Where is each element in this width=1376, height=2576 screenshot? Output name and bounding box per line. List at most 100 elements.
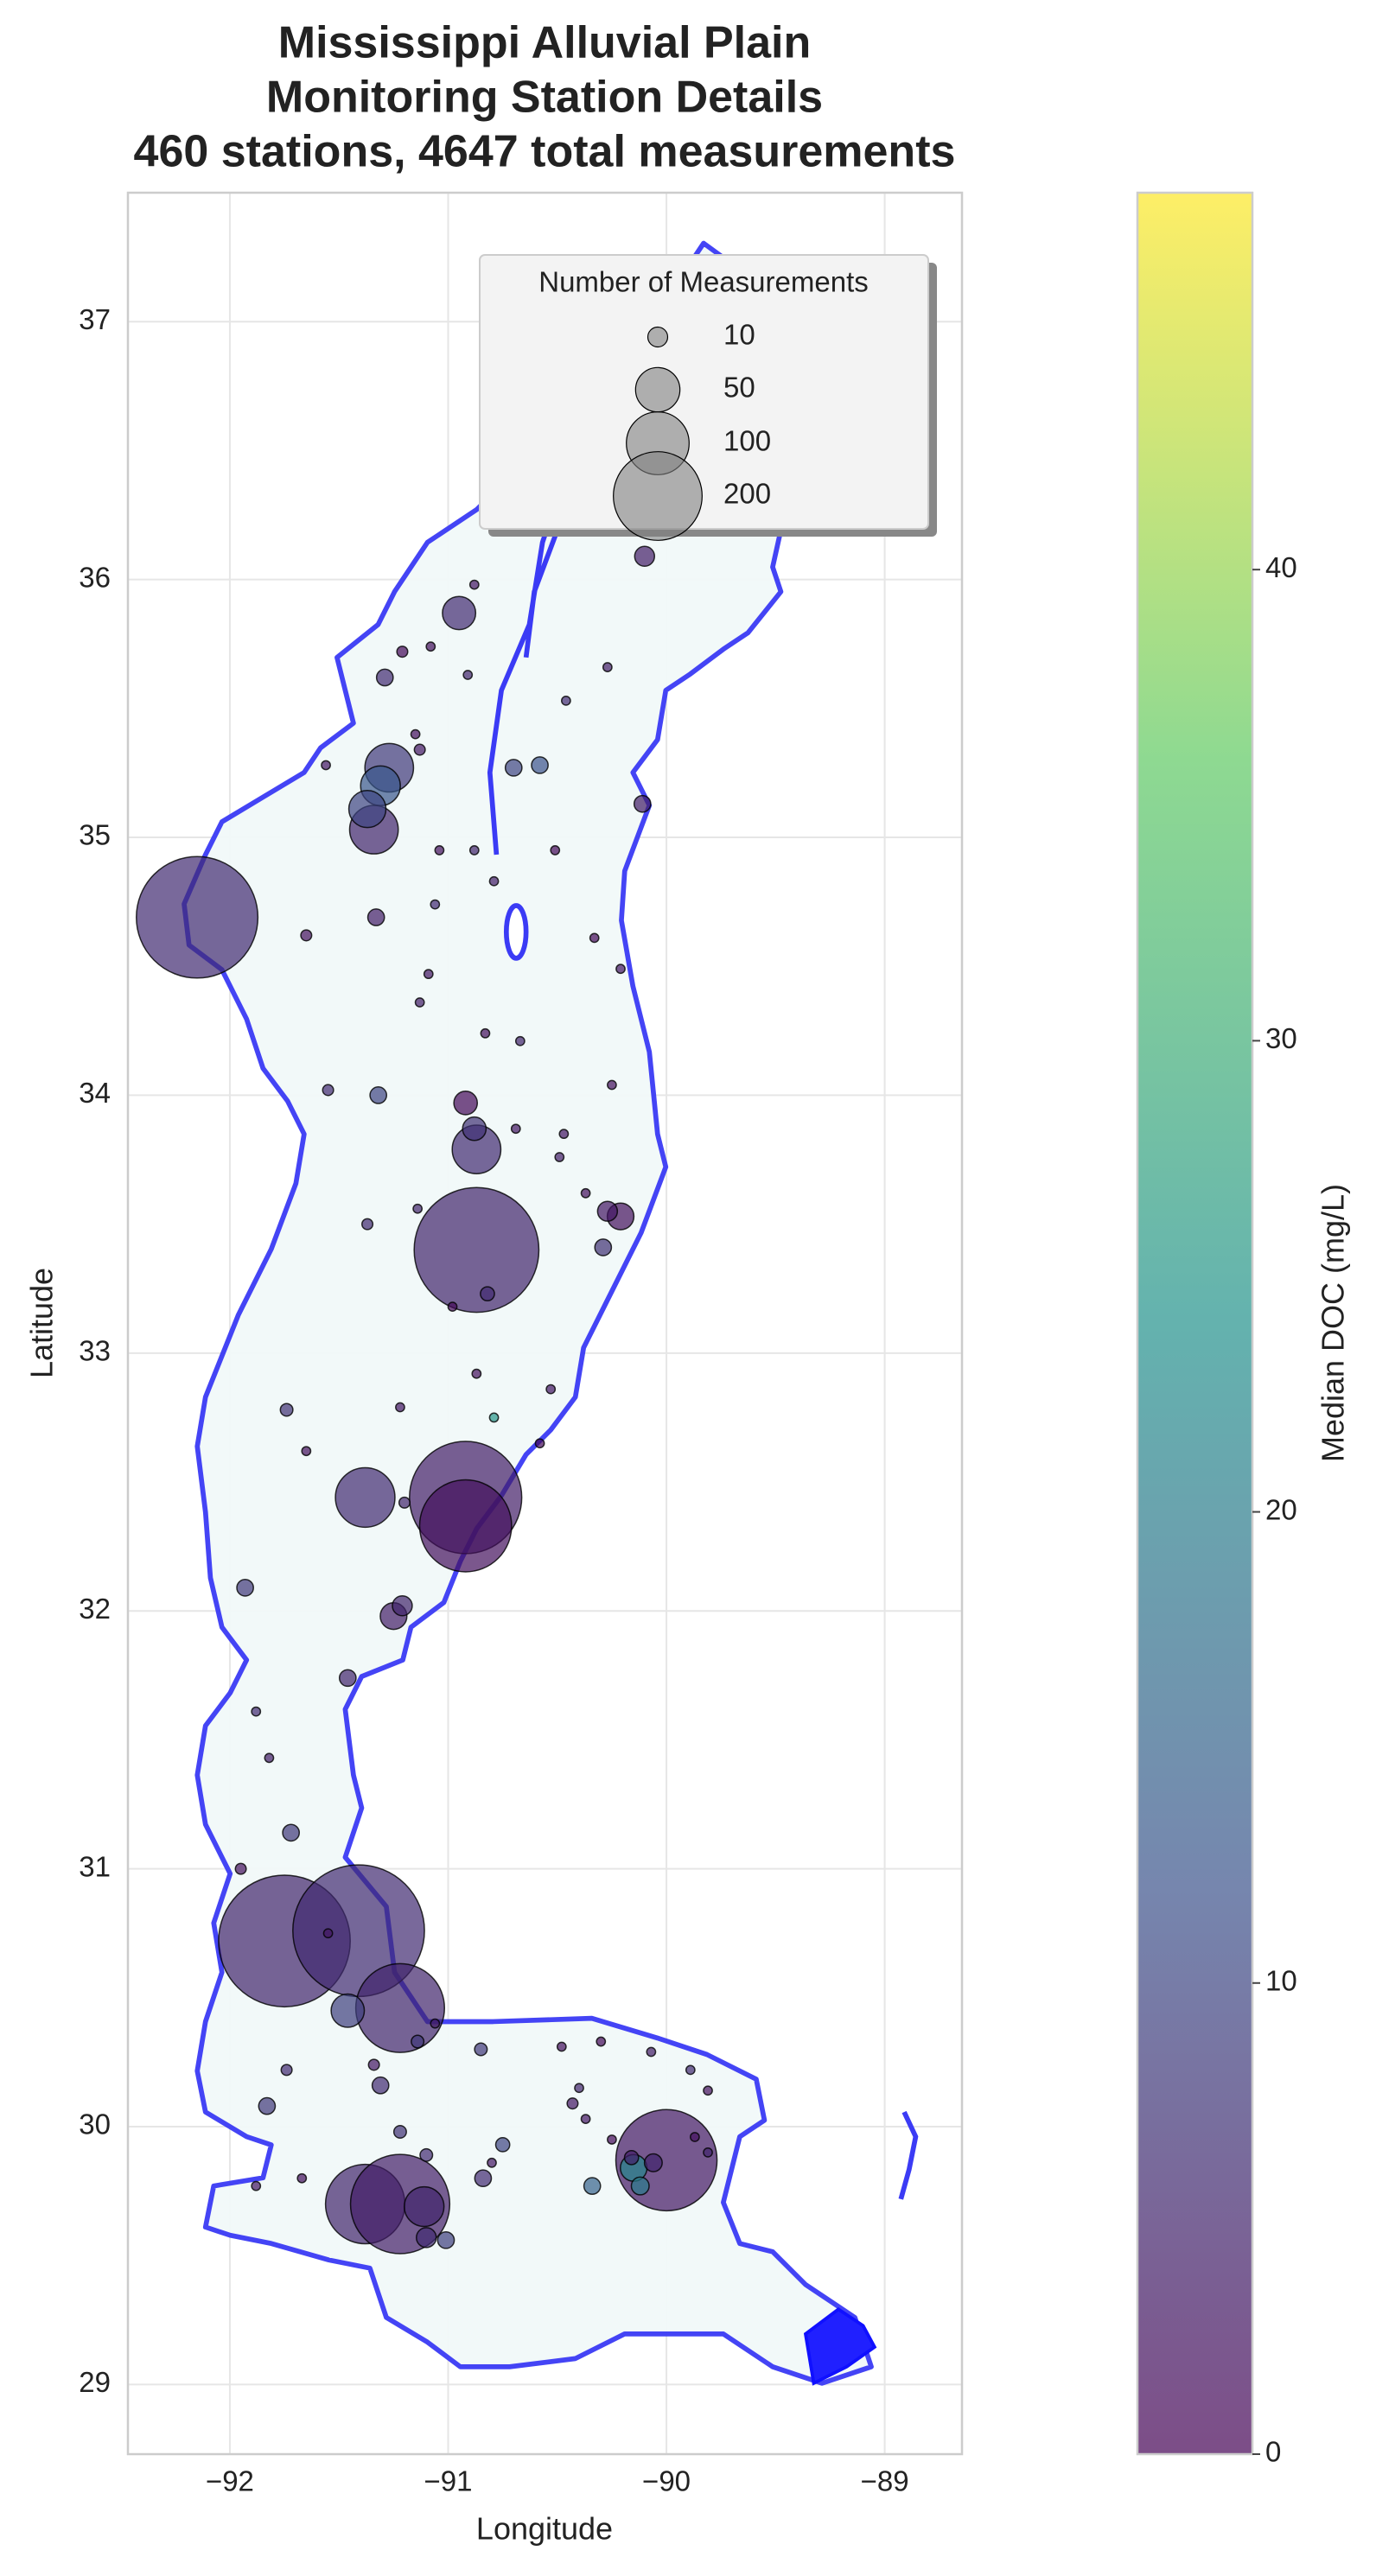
station-marker (554, 1152, 565, 1162)
station-marker (392, 2124, 407, 2140)
station-marker (279, 1402, 294, 1417)
station-marker (369, 1086, 388, 1104)
station-marker (494, 2137, 511, 2153)
station-marker (301, 1446, 312, 1457)
y-tick-label: 35 (79, 819, 111, 851)
station-marker (330, 1993, 366, 2028)
y-tick-label: 31 (79, 1850, 111, 1882)
station-marker (430, 2018, 441, 2029)
station-marker (468, 845, 480, 855)
x-axis-label: Longitude (476, 2511, 613, 2547)
station-marker (531, 756, 549, 774)
x-tick-label: −91 (424, 2465, 473, 2497)
station-marker (258, 2096, 277, 2115)
station-marker (643, 2153, 663, 2172)
station-marker (689, 2132, 700, 2142)
station-marker (392, 1595, 413, 1617)
station-marker (296, 2172, 308, 2184)
station-marker (474, 2042, 488, 2057)
station-marker (347, 789, 387, 829)
station-marker (630, 2176, 650, 2196)
station-marker (589, 932, 600, 944)
station-marker (375, 668, 394, 687)
station-marker (418, 1479, 513, 1573)
station-marker (566, 2097, 579, 2110)
points (136, 545, 718, 2255)
x-tick-label: −92 (206, 2465, 254, 2497)
station-marker (607, 1079, 617, 1091)
station-marker (280, 2064, 293, 2077)
station-marker (321, 760, 331, 771)
legend-label: 10 (723, 319, 755, 351)
station-marker (236, 1579, 254, 1597)
station-marker (685, 2064, 696, 2076)
station-marker (703, 2147, 713, 2158)
station-marker (410, 728, 421, 740)
chart-title: Mississippi Alluvial Plain (278, 18, 811, 68)
station-marker (560, 695, 571, 706)
station-marker (580, 2114, 591, 2124)
station-marker (354, 1962, 446, 2053)
station-marker (416, 2227, 437, 2248)
y-tick-label: 36 (79, 561, 111, 593)
y-axis-label: Latitude (24, 1268, 60, 1378)
legend-marker (613, 451, 703, 541)
station-marker (623, 2149, 640, 2166)
y-tick-label: 33 (79, 1335, 111, 1367)
legend-label: 50 (723, 372, 755, 404)
plot-frame (126, 191, 964, 2456)
station-marker (453, 1091, 479, 1116)
colorbar-tick-label: 20 (1265, 1493, 1297, 1525)
station-marker (607, 2134, 617, 2145)
station-marker (510, 1123, 521, 1135)
station-marker (234, 1862, 247, 1875)
station-marker (361, 1218, 374, 1231)
station-marker (251, 1706, 262, 1717)
y-tick-label: 32 (79, 1593, 111, 1625)
station-marker (430, 899, 441, 910)
station-marker (322, 1084, 334, 1097)
station-marker (480, 1286, 495, 1302)
station-marker (462, 1116, 487, 1142)
y-tick-label: 37 (79, 303, 111, 335)
station-marker (423, 969, 434, 980)
legend-marker (647, 326, 669, 348)
legend-title: Number of Measurements (538, 266, 868, 298)
station-marker (434, 845, 445, 855)
station-marker (395, 1402, 405, 1413)
station-marker (534, 1438, 545, 1449)
station-marker (488, 875, 500, 887)
station-marker (322, 1928, 334, 1939)
station-marker (474, 2169, 493, 2188)
station-marker (488, 1412, 500, 1423)
station-marker (703, 2085, 713, 2096)
station-marker (414, 997, 425, 1008)
station-marker (136, 855, 259, 979)
station-marker (436, 2230, 455, 2249)
station-marker (411, 2034, 425, 2049)
station-marker (594, 1238, 613, 1256)
station-marker (366, 908, 385, 926)
station-marker (419, 2147, 434, 2162)
station-marker (514, 1035, 526, 1046)
station-marker (471, 1368, 482, 1379)
station-marker (396, 646, 409, 658)
legend-label: 200 (723, 478, 771, 510)
station-marker (442, 595, 477, 631)
colorbar-tick-label: 0 (1265, 2436, 1281, 2468)
station-marker (504, 759, 523, 777)
station-marker (615, 964, 626, 975)
y-tick-label: 29 (79, 2366, 111, 2398)
x-tick-label: −90 (642, 2465, 691, 2497)
station-marker (596, 1200, 619, 1222)
colorbar-tick-label: 40 (1265, 551, 1297, 583)
y-tick-label: 34 (79, 1077, 111, 1109)
station-marker (580, 1187, 591, 1199)
colorbar (1137, 193, 1252, 2454)
legend-marker (634, 366, 681, 413)
colorbar-frame (1136, 191, 1254, 2456)
colorbar-tick-label: 10 (1265, 1965, 1297, 1997)
station-marker (334, 1466, 396, 1529)
station-marker (602, 662, 613, 672)
station-marker (556, 2041, 567, 2052)
